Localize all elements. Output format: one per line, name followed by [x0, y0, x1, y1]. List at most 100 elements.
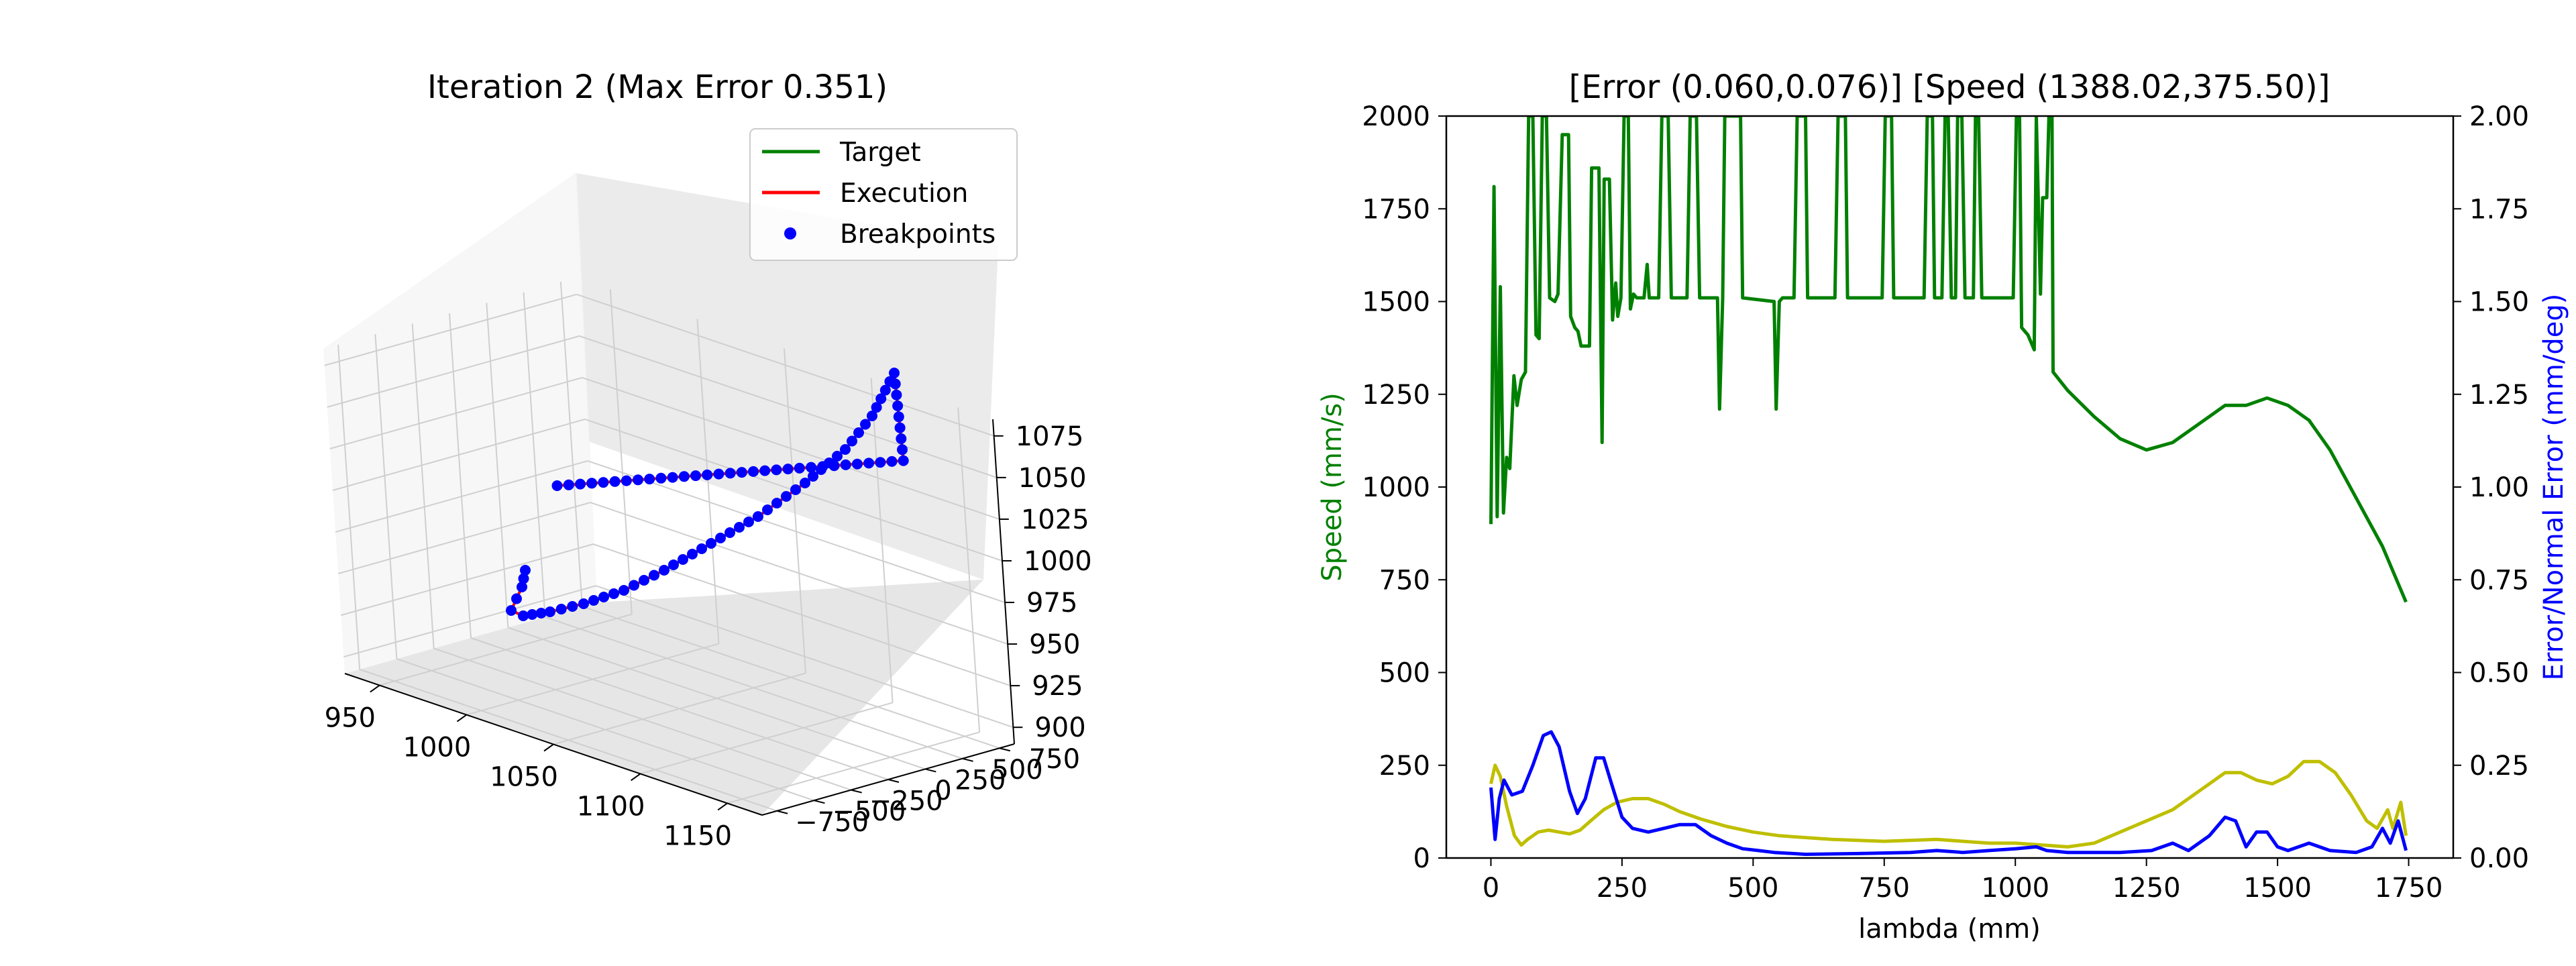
breakpoint-marker	[598, 592, 609, 602]
breakpoint-marker	[863, 458, 875, 469]
breakpoint-marker	[893, 411, 904, 423]
z-tick-label: 1075	[1016, 421, 1084, 452]
grid-line-z-backwall	[579, 335, 998, 478]
y-tick-label: 500	[1379, 658, 1430, 689]
legend-frame	[749, 128, 1018, 261]
breakpoint-marker	[794, 462, 805, 474]
x-tick-label: 500	[1727, 873, 1778, 904]
trajectory-3d	[506, 368, 909, 621]
breakpoint-marker	[518, 610, 529, 621]
breakpoint-marker	[871, 402, 882, 413]
y-right-tick-label: 1.25	[2469, 380, 2529, 411]
breakpoint-marker	[649, 570, 659, 581]
y-right-tick-label: 0.50	[2469, 658, 2529, 689]
chart-speed-error: [Error (0.060,0.076)] [Speed (1388.02,37…	[1317, 68, 2569, 945]
grid-line-y-floor	[507, 627, 926, 770]
breakpoint-marker	[506, 605, 517, 616]
x-tick-mark	[717, 802, 728, 811]
breakpoint-marker	[753, 511, 763, 522]
breakpoint-marker	[655, 472, 667, 484]
breakpoint-marker	[806, 462, 817, 473]
z-tick-label: 1050	[1018, 463, 1087, 494]
breakpoint-marker	[782, 464, 794, 475]
breakpoint-marker	[736, 467, 747, 478]
breakpoint-marker	[896, 433, 907, 444]
chart-3d-trajectory: Iteration 2 (Max Error 0.351) 950 1000 105…	[323, 68, 1092, 851]
breakpoint-marker	[575, 478, 586, 490]
breakpoint-marker	[588, 595, 599, 606]
breakpoint-marker	[894, 422, 906, 433]
y-tick-label: −250	[869, 786, 943, 817]
breakpoint-marker	[892, 400, 904, 411]
breakpoint-marker	[706, 538, 716, 549]
x-axis-label: lambda (mm)	[1858, 914, 2041, 945]
grid-line-y-floor	[359, 668, 777, 812]
breakpoint-marker	[800, 478, 810, 488]
y-tick-label: 1750	[1362, 194, 1430, 225]
grid-line-z-backwall	[582, 376, 1000, 520]
x-tick-mark	[456, 714, 467, 722]
y-tick-label: 750	[1029, 744, 1080, 775]
grid-line-x-wall	[784, 348, 806, 674]
y-tick-mark	[814, 800, 825, 804]
z-tick-label: 925	[1032, 671, 1083, 702]
z-tick-labels-3d: 1075 1050 1025 1000 975 950 925 900	[994, 421, 1092, 743]
breakpoint-marker	[743, 517, 754, 527]
breakpoint-marker	[702, 469, 713, 480]
y-right-tick-label: 1.50	[2469, 287, 2529, 318]
grid-line-z-leftwall	[327, 335, 580, 408]
breakpoint-marker	[644, 474, 655, 485]
x-tick-label: 1500	[2243, 873, 2312, 904]
z-axis-line	[992, 419, 1015, 745]
breakpoint-marker	[633, 474, 643, 486]
legend-label-target: Target	[839, 138, 921, 168]
grid-line-z-leftwall	[343, 585, 596, 658]
grid-line-z-backwall	[576, 293, 994, 437]
y-tick-mark	[925, 768, 936, 773]
y-tick-label: 1250	[1362, 380, 1430, 411]
x-tick-label: 1100	[577, 791, 645, 822]
y-tick-label: 0	[1413, 843, 1430, 874]
grid-line-y-wall	[559, 282, 583, 607]
grid-line-x-wall	[870, 378, 894, 703]
breakpoint-marker	[696, 543, 707, 554]
y-tick-label: 250	[1379, 751, 1430, 782]
breakpoint-marker	[545, 606, 555, 617]
chart-title-right: [Error (0.060,0.076)] [Speed (1388.02,37…	[1569, 68, 2330, 106]
breakpoint-marker	[860, 419, 871, 430]
y-tick-label: 500	[991, 755, 1042, 786]
grid-line-y-wall	[486, 303, 509, 628]
breakpoint-marker	[578, 598, 589, 609]
legend-marker-breakpoints	[784, 227, 796, 239]
y-tick-label: −750	[795, 807, 869, 838]
series-group	[1489, 116, 2408, 856]
breakpoint-marker	[639, 575, 649, 586]
breakpoint-marker	[563, 479, 574, 490]
breakpoint-marker	[667, 472, 678, 483]
grid-line-z-backwall	[596, 585, 1014, 729]
breakpoint-marker	[867, 411, 877, 421]
x-tick-label: 750	[1859, 873, 1910, 904]
breakpoint-marker	[527, 609, 538, 620]
breakpoint-marker	[832, 451, 843, 462]
y-tick-label: 750	[1379, 565, 1430, 596]
breakpoint-marker	[790, 484, 801, 495]
breakpoint-marker	[781, 491, 792, 502]
breakpoint-marker	[520, 565, 531, 576]
x-tick-label: 1000	[403, 733, 472, 763]
breakpoint-marker	[840, 459, 851, 470]
y-ticks-left: 0 250 500 750 1000 1250 1500 1750 2000	[1362, 101, 1446, 874]
breakpoint-marker	[567, 601, 578, 612]
grid-line-y-wall	[337, 344, 361, 669]
grid-line-z-leftwall	[332, 419, 586, 491]
breakpoint-marker	[598, 477, 609, 488]
grid-line-y-wall	[449, 313, 472, 639]
breakpoint-marker	[724, 468, 736, 479]
grid-line-y-wall	[411, 323, 435, 649]
breakpoint-marker	[853, 427, 864, 438]
breakpoint-marker	[759, 465, 771, 476]
breakpoint-marker	[824, 458, 835, 468]
series-line-1	[1489, 759, 2408, 849]
